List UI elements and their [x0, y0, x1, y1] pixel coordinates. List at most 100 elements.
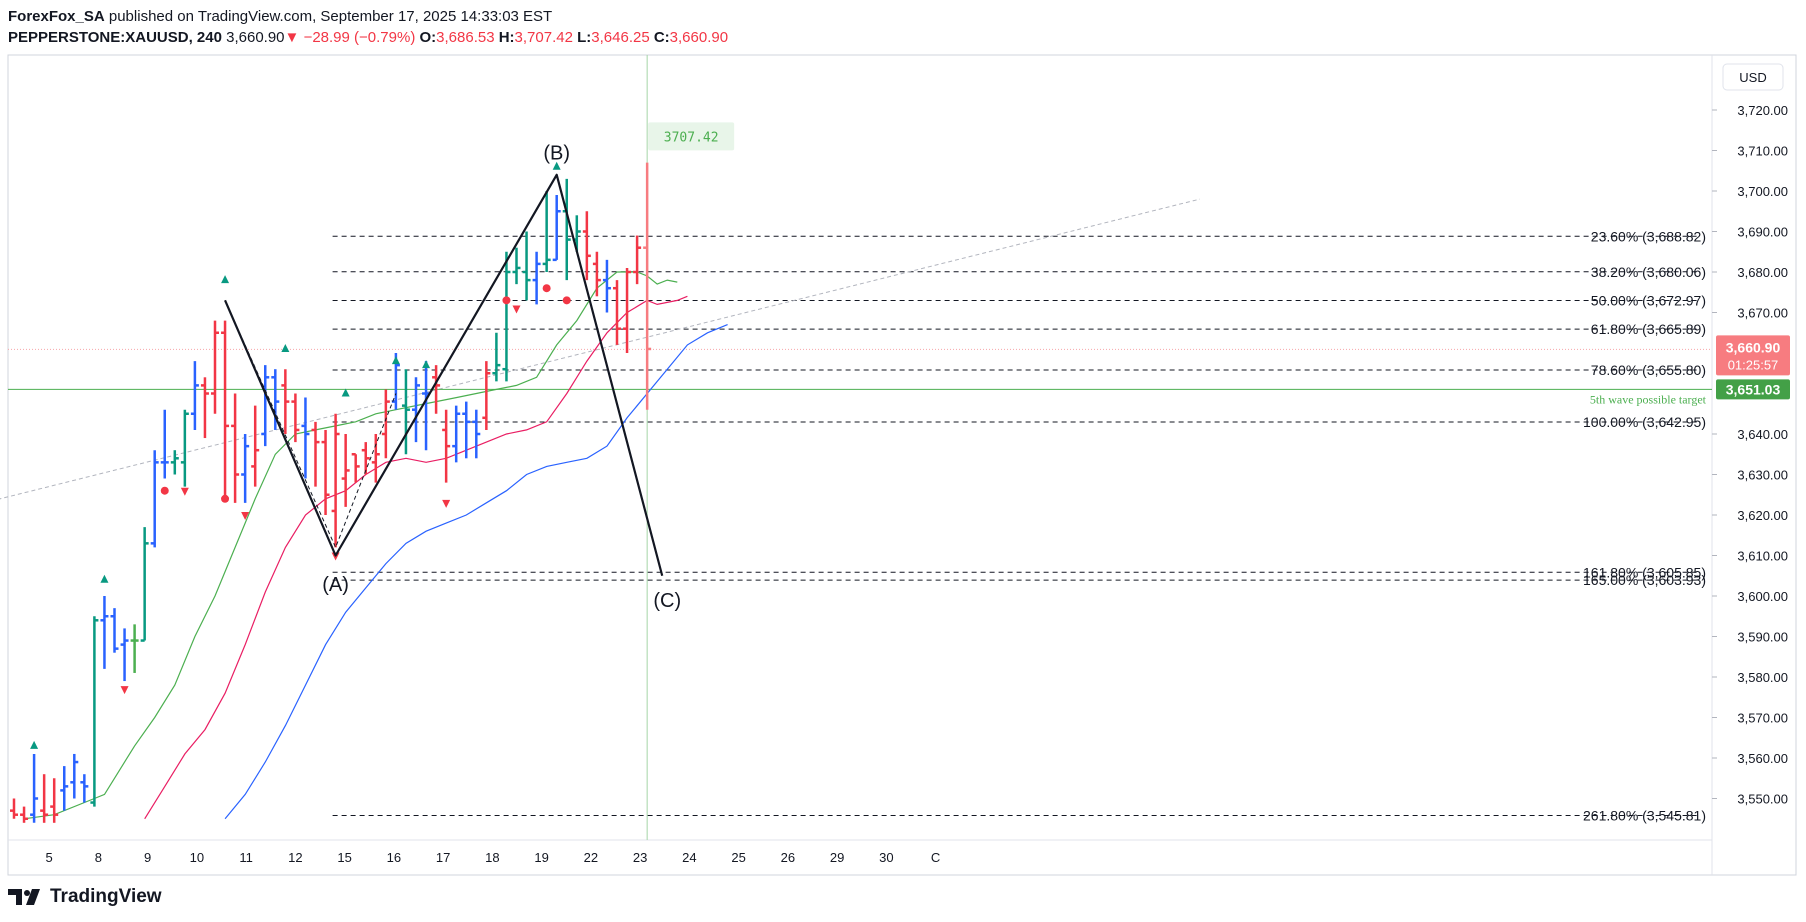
time-tick-label: 30	[879, 850, 893, 865]
ohlc-bar	[190, 361, 199, 430]
ohlc-bar	[80, 774, 89, 803]
tradingview-logo[interactable]: TradingView	[8, 886, 162, 908]
ohlc-bar	[482, 361, 491, 430]
ohlc-bar	[100, 596, 109, 669]
ohlc-bar	[432, 365, 441, 414]
ohlc-bar	[512, 247, 521, 285]
time-tick-label: 22	[584, 850, 598, 865]
time-tick-label: 25	[731, 850, 745, 865]
ohlc-bar	[613, 280, 621, 345]
price-tick-label: 3,550.00	[1737, 792, 1788, 807]
time-tick-label: 15	[337, 850, 351, 865]
bar-countdown-label: 01:25:57	[1728, 357, 1779, 372]
time-axis[interactable]: 5 8 9 10 11 12 15 16 17 18 19 22 23 24 25 26 29 30 C	[46, 850, 941, 865]
wave-label: (C)	[653, 590, 681, 612]
price-change: −28.99 (−0.79%)	[303, 29, 416, 46]
publish-info: ForexFox_SA published on TradingView.com…	[8, 8, 552, 25]
signal-dot	[542, 284, 551, 293]
ohlc-bar	[502, 251, 511, 382]
ohlc-bar	[452, 405, 461, 463]
wave-label: (B)	[543, 143, 570, 165]
signal-dot	[502, 296, 511, 305]
time-tick-label: 17	[436, 850, 450, 865]
fib-level-label: 23.60% (3,688.82)	[1591, 228, 1706, 244]
ohlc-bar	[462, 401, 471, 459]
fib-level-label: 100.00% (3,642.95)	[1583, 414, 1706, 430]
ohlc-bar	[241, 434, 250, 503]
time-tick-label: 10	[190, 850, 204, 865]
up-signal-triangle	[100, 574, 109, 583]
author-name[interactable]: ForexFox_SA	[8, 8, 105, 25]
ohlc-bar	[140, 527, 149, 642]
fib-level-label: 61.80% (3,665.89)	[1591, 321, 1706, 337]
time-tick-label: 12	[288, 850, 302, 865]
tradingview-logo-icon	[8, 889, 40, 905]
ohlc-bar	[442, 409, 451, 483]
fib-level-label: 78.60% (3,655.80)	[1591, 362, 1706, 378]
down-signal-triangle	[442, 499, 451, 508]
up-signal-triangle	[391, 356, 400, 365]
ohlc-bar	[351, 453, 360, 483]
signal-markers	[30, 161, 571, 749]
price-tick-label: 3,610.00	[1737, 549, 1788, 564]
fib-level-label: 165.00% (3,603.93)	[1583, 572, 1706, 588]
up-signal-triangle	[221, 275, 230, 284]
ohlc-bar	[381, 389, 390, 459]
fib-level-label: 38.20% (3,680.06)	[1591, 264, 1706, 280]
price-tick-label: 3,670.00	[1737, 306, 1788, 321]
currency-button[interactable]	[1722, 63, 1784, 91]
close-label: C:	[653, 29, 670, 46]
time-tick-label: 18	[485, 850, 499, 865]
ohlc-bar	[311, 421, 320, 487]
symbol-info: PEPPERSTONE:XAUUSD, 240 3,660.90 ▼ −28.99…	[8, 29, 728, 46]
price-axis[interactable]: 3,720.00 3,710.00 3,700.00 3,690.00 3,680.00…	[1712, 103, 1788, 807]
high-price-callout-text: 3707.42	[664, 130, 719, 145]
price-tick-label: 3,620.00	[1737, 508, 1788, 523]
ma-line-ma_slow	[224, 324, 728, 820]
price-guides: 5th wave possible target	[8, 55, 1712, 840]
ohlc-bar	[623, 267, 632, 353]
high-label: H:	[498, 29, 515, 46]
abc-wave-path	[224, 173, 664, 577]
price-tick-label: 3,600.00	[1737, 589, 1788, 604]
ohlc-bar	[150, 450, 159, 548]
price-tick-label: 3,570.00	[1737, 711, 1788, 726]
tradingview-brand: TradingView	[50, 886, 162, 907]
ohlc-bar	[522, 231, 531, 301]
ohlc-bar	[70, 753, 79, 799]
ohlc-bar	[110, 608, 119, 653]
down-signal-triangle	[180, 487, 189, 496]
price-tick-label: 3,700.00	[1737, 184, 1788, 199]
price-tick-label: 3,690.00	[1737, 225, 1788, 240]
up-signal-triangle	[341, 388, 350, 397]
time-tick-label: 16	[387, 850, 401, 865]
symbol-name: PEPPERSTONE:XAUUSD, 240	[8, 29, 222, 46]
ohlc-bar	[401, 369, 410, 455]
wave-guide-dashed	[224, 300, 397, 549]
ohlc-bar	[301, 397, 310, 479]
time-tick-label: 29	[830, 850, 844, 865]
ohlc-bar	[231, 393, 240, 503]
price-tick-label: 3,560.00	[1737, 751, 1788, 766]
time-tick-label: 5	[46, 850, 53, 865]
ohlc-bar	[261, 365, 270, 447]
ohlc-bar	[50, 778, 59, 823]
low-label: L:	[577, 29, 592, 46]
ohlc-bar	[492, 332, 501, 382]
wave-drawing[interactable]: (A) (B) (C) 3707.42	[224, 122, 735, 612]
price-tick-label: 3,580.00	[1737, 670, 1788, 685]
ohlc-bar	[643, 162, 652, 410]
price-tick-label: 3,640.00	[1737, 427, 1788, 442]
time-tick-label: 24	[682, 850, 696, 865]
ohlc-bar	[572, 215, 581, 252]
ohlc-bar	[412, 377, 420, 443]
time-tick-label: 23	[633, 850, 647, 865]
time-tick-label: 11	[239, 850, 253, 865]
down-arrow-icon: ▼	[284, 29, 300, 46]
ohlc-bar	[602, 259, 611, 313]
ohlc-bar	[532, 251, 541, 305]
low-value: 3,646.25	[591, 29, 650, 46]
close-value: 3,660.90	[669, 29, 729, 46]
ohlc-bar	[321, 429, 330, 515]
